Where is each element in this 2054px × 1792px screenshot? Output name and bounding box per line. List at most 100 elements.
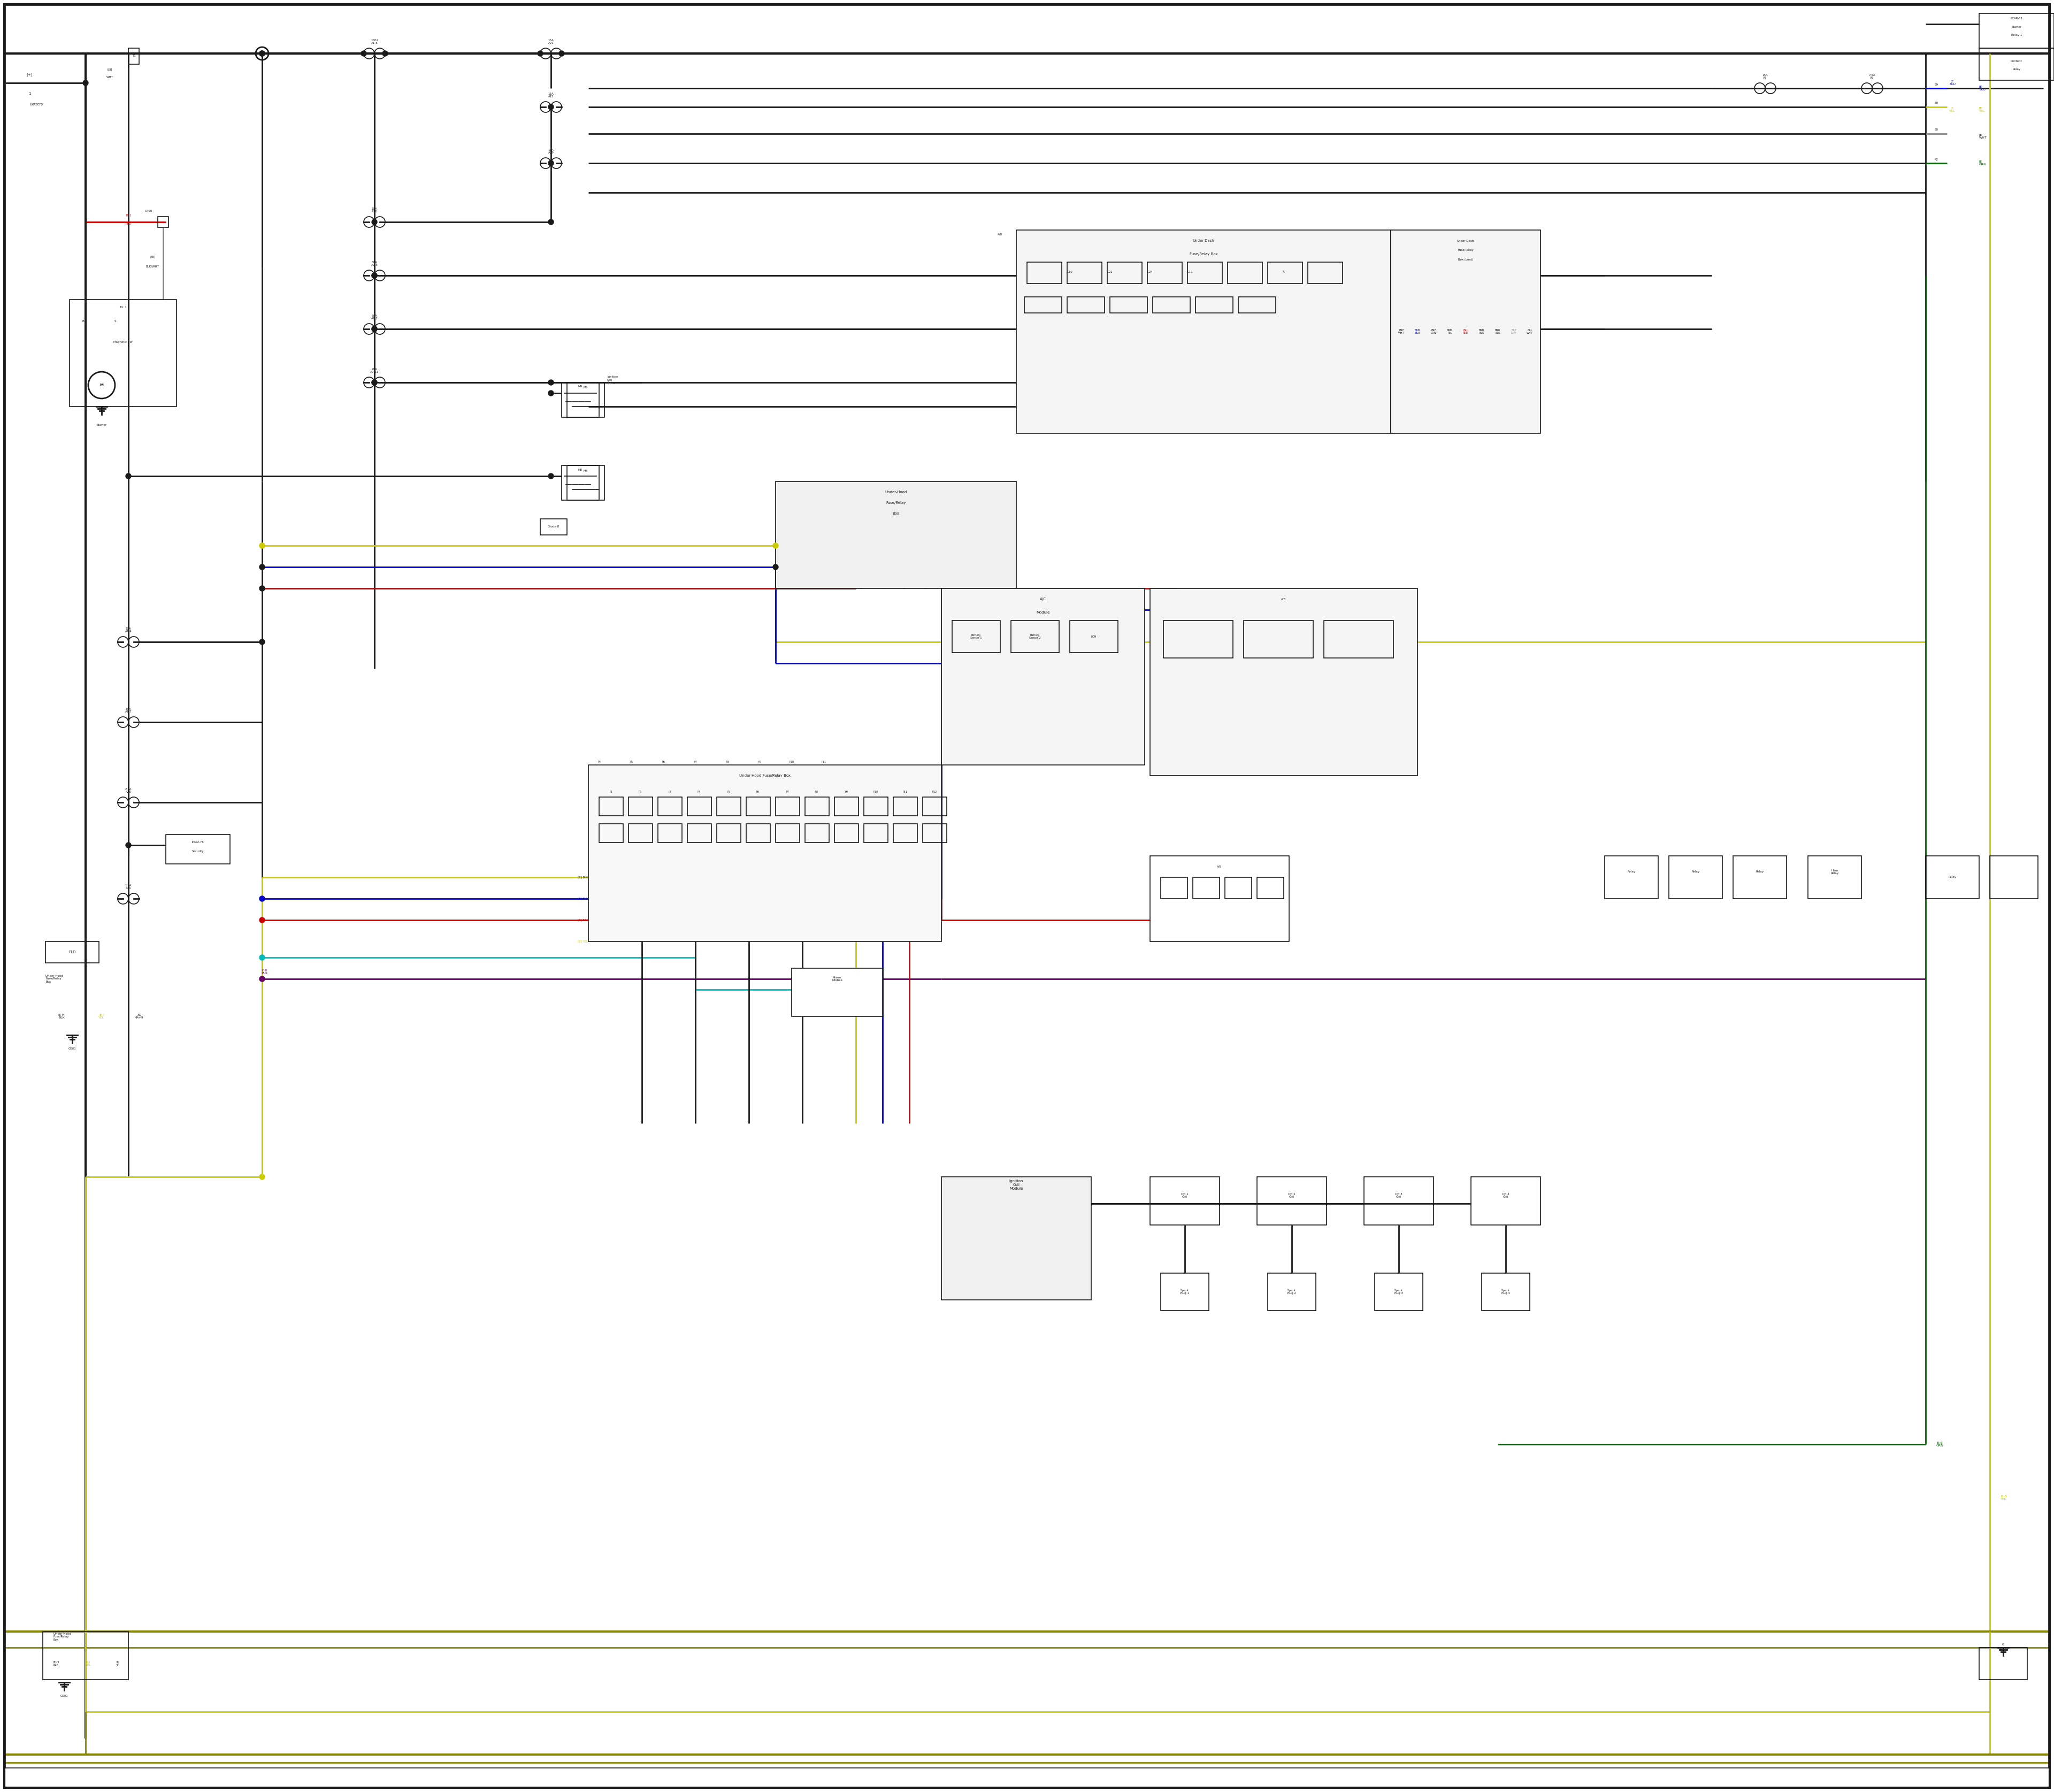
Bar — [1161, 1272, 1210, 1310]
Bar — [1668, 857, 1723, 898]
Text: 20A
A2-11: 20A A2-11 — [370, 367, 378, 373]
Circle shape — [125, 842, 131, 848]
Text: IPGM-78: IPGM-78 — [191, 840, 203, 844]
Text: IE-B
GRN: IE-B GRN — [1937, 1441, 1943, 1448]
Text: 59: 59 — [1935, 102, 1939, 104]
Text: M: M — [101, 383, 103, 387]
Bar — [953, 620, 1000, 652]
Text: C24: C24 — [1146, 271, 1152, 272]
Bar — [1267, 262, 1302, 283]
Bar — [629, 797, 653, 815]
Bar — [865, 824, 887, 842]
Bar — [1980, 48, 2054, 81]
Bar — [561, 382, 600, 418]
Text: 7.5A
A5: 7.5A A5 — [1869, 73, 1875, 79]
Bar — [127, 48, 140, 65]
Text: C408: C408 — [146, 210, 152, 213]
Bar — [1391, 229, 1540, 434]
Bar — [893, 824, 918, 842]
Circle shape — [259, 918, 265, 923]
Text: PCM: PCM — [1091, 634, 1097, 638]
Text: Box: Box — [893, 513, 900, 514]
Text: BT-6: BT-6 — [2013, 52, 2019, 56]
Circle shape — [382, 50, 388, 56]
Text: Fuse/Relay: Fuse/Relay — [885, 502, 906, 504]
Text: Relay: Relay — [1692, 871, 1699, 873]
Text: Under-Hood Fuse/Relay Box: Under-Hood Fuse/Relay Box — [739, 774, 791, 778]
Circle shape — [548, 473, 555, 478]
Text: A/B: A/B — [1282, 599, 1286, 600]
Bar — [1980, 13, 2054, 48]
Text: Under-Hood: Under-Hood — [885, 491, 908, 495]
Text: 59: 59 — [1935, 82, 1939, 86]
Circle shape — [259, 896, 265, 901]
Bar — [1308, 262, 1343, 283]
Bar — [1150, 588, 1417, 776]
Text: P10: P10 — [789, 762, 795, 763]
Text: Magnetic SW: Magnetic SW — [113, 340, 134, 344]
Bar — [776, 797, 799, 815]
Circle shape — [548, 161, 555, 167]
Text: [E
WHT: [E WHT — [1980, 134, 1986, 140]
Text: 100A
A1-6: 100A A1-6 — [370, 39, 378, 45]
Bar — [166, 835, 230, 864]
Bar — [1161, 878, 1187, 898]
Text: Relay 1: Relay 1 — [2011, 34, 2021, 36]
Bar — [717, 797, 741, 815]
Bar — [1150, 1177, 1220, 1226]
Bar — [657, 797, 682, 815]
Text: P11: P11 — [902, 790, 908, 794]
Text: Under Hood
Fuse/Relay
Box: Under Hood Fuse/Relay Box — [53, 1633, 72, 1641]
Text: A/C: A/C — [1039, 597, 1045, 600]
Text: Content: Content — [2011, 61, 2023, 63]
Circle shape — [548, 391, 555, 396]
Bar — [1025, 297, 1062, 314]
Text: Spark
Plug 1: Spark Plug 1 — [1181, 1288, 1189, 1296]
Text: M8: M8 — [583, 470, 587, 471]
Circle shape — [372, 326, 378, 332]
Text: T1: T1 — [131, 56, 136, 57]
Text: Module: Module — [1037, 611, 1050, 615]
Circle shape — [259, 543, 265, 548]
Text: Relay: Relay — [2013, 68, 2021, 72]
Text: C10: C10 — [1066, 271, 1072, 272]
Bar — [600, 824, 622, 842]
Text: ELD: ELD — [68, 950, 76, 953]
Text: BLK/WHT: BLK/WHT — [146, 265, 158, 267]
Text: BRE
WHT: BRE WHT — [1399, 328, 1405, 335]
Text: P8: P8 — [815, 790, 817, 794]
Text: BRB
BLU: BRB BLU — [1415, 328, 1419, 335]
Circle shape — [372, 380, 378, 385]
Circle shape — [259, 1174, 265, 1179]
Bar — [1808, 857, 1861, 898]
Text: C11: C11 — [1187, 271, 1193, 272]
Circle shape — [259, 955, 265, 961]
Text: [E] RED: [E] RED — [577, 919, 589, 921]
Text: Battery: Battery — [29, 102, 43, 106]
Text: Security: Security — [191, 849, 203, 853]
Text: P10: P10 — [873, 790, 877, 794]
Text: Battery
Sensor 2: Battery Sensor 2 — [1029, 634, 1041, 640]
Bar — [1163, 620, 1232, 658]
Bar — [1148, 262, 1183, 283]
Bar — [1150, 857, 1290, 941]
Text: [EI]: [EI] — [107, 68, 113, 72]
Bar — [941, 588, 1144, 765]
Circle shape — [259, 50, 265, 56]
Text: IE-H
BLK: IE-H BLK — [53, 1661, 60, 1667]
Text: 15A
A16: 15A A16 — [372, 208, 378, 213]
Text: G: G — [2003, 1643, 2005, 1647]
Text: Fuse/Relay: Fuse/Relay — [1458, 249, 1473, 251]
Bar — [540, 520, 567, 536]
Bar — [1243, 620, 1313, 658]
Bar — [746, 797, 770, 815]
Bar — [941, 1177, 1091, 1299]
Bar — [1364, 1177, 1434, 1226]
Text: P8: P8 — [725, 762, 729, 763]
Text: M8: M8 — [577, 468, 583, 471]
Text: Spark
Plug 4: Spark Plug 4 — [1501, 1288, 1510, 1296]
Bar — [1187, 262, 1222, 283]
Text: [E] BLK: [E] BLK — [577, 876, 587, 878]
Circle shape — [559, 50, 565, 56]
Bar — [717, 824, 741, 842]
